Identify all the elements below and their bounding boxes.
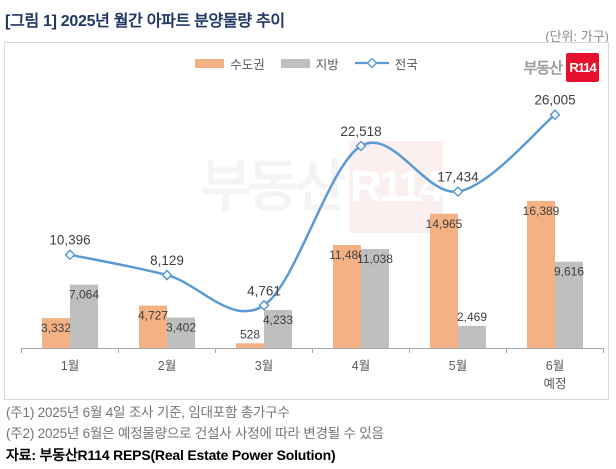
bar-수도권-2월: [139, 305, 167, 348]
bar-value-label: 16,389: [523, 204, 560, 218]
bar-지방-5월: [458, 325, 486, 348]
x-tick-label: 3월: [255, 359, 273, 373]
legend-swatch-jibang: [280, 59, 310, 68]
bar-수도권-3월: [236, 343, 264, 348]
bar-value-label: 4,727: [138, 309, 168, 323]
bar-지방-1월: [70, 284, 98, 348]
x-tick-label: 2월: [158, 359, 176, 373]
bar-value-label: 11,038: [357, 252, 393, 266]
bar-value-label: 9,616: [554, 265, 584, 279]
line-marker-1월: [64, 249, 76, 261]
bar-value-label: 2,469: [457, 310, 487, 324]
x-tick-label: 1월: [61, 359, 79, 373]
line-series-전국: [69, 113, 556, 313]
line-marker-6월: [549, 109, 561, 121]
x-tick-sublabel: 예정: [543, 377, 566, 391]
header: [그림 1] 2025년 월간 아파트 분양물량 추이 (단위: 가구): [0, 0, 616, 44]
brand-logo-badge: R114: [566, 53, 599, 82]
page-title: [그림 1] 2025년 월간 아파트 분양물량 추이: [5, 13, 285, 30]
line-marker-4월: [355, 140, 367, 152]
legend-swatch-sudogwon: [195, 59, 225, 68]
line-value-label: 4,761: [247, 283, 281, 298]
footnote-2: (주2) 2025년 6월은 예정물량으로 건설사 사정에 따라 변경될 수 있…: [6, 426, 384, 441]
bar-value-label: 7,064: [69, 288, 99, 302]
bar-수도권-4월: [333, 245, 361, 348]
line-value-label: 22,518: [340, 124, 381, 139]
bar-지방-6월: [555, 261, 583, 348]
bar-value-label: 14,965: [426, 217, 463, 231]
x-tick-label: 4월: [352, 359, 370, 373]
bar-지방-2월: [167, 317, 195, 348]
footnotes: (주1) 2025년 6월 4일 조사 기준, 임대포함 총가구수 (주2) 2…: [6, 402, 610, 466]
line-value-label: 26,005: [534, 93, 575, 108]
bar-수도권-5월: [430, 213, 458, 348]
bar-value-label: 528: [240, 327, 260, 341]
bar-value-label: 3,332: [41, 321, 71, 335]
bar-수도권-1월: [42, 318, 70, 348]
legend-label-jeonguk: 전국: [394, 58, 418, 72]
footnote-1: (주1) 2025년 6월 4일 조사 기준, 임대포함 총가구수: [6, 405, 290, 420]
line-value-label: 10,396: [49, 233, 90, 248]
legend-label-jibang: 지방: [315, 58, 339, 72]
legend-item-jeonguk: 전국: [354, 54, 418, 73]
legend-item-sudogwon: 수도권: [195, 54, 265, 73]
bar-지방-3월: [264, 310, 292, 348]
bar-지방-4월: [361, 248, 389, 348]
line-value-label: 8,129: [150, 253, 184, 268]
bar-value-label: 11,480: [329, 248, 365, 262]
bar-value-label: 4,233: [263, 313, 293, 327]
legend-line-marker-icon: [354, 55, 389, 73]
bar-value-label: 3,402: [166, 320, 196, 334]
x-tick-label: 6월: [546, 359, 564, 373]
legend-label-sudogwon: 수도권: [230, 58, 265, 72]
line-value-label: 17,434: [437, 170, 479, 185]
line-marker-3월: [258, 299, 270, 311]
unit-label: (단위: 가구): [545, 29, 609, 44]
line-marker-5월: [452, 186, 464, 198]
brand-logo-text: 부동산: [523, 60, 563, 77]
chart-legend: 수도권 지방 전국: [5, 54, 608, 73]
x-tick-label: 5월: [449, 359, 467, 373]
line-marker-2월: [161, 269, 173, 281]
bar-수도권-6월: [527, 200, 555, 348]
brand-logo: 부동산 R114: [524, 53, 599, 82]
legend-item-jibang: 지방: [280, 54, 339, 73]
source-line: 자료: 부동산R114 REPS(Real Estate Power Solut…: [6, 447, 336, 463]
